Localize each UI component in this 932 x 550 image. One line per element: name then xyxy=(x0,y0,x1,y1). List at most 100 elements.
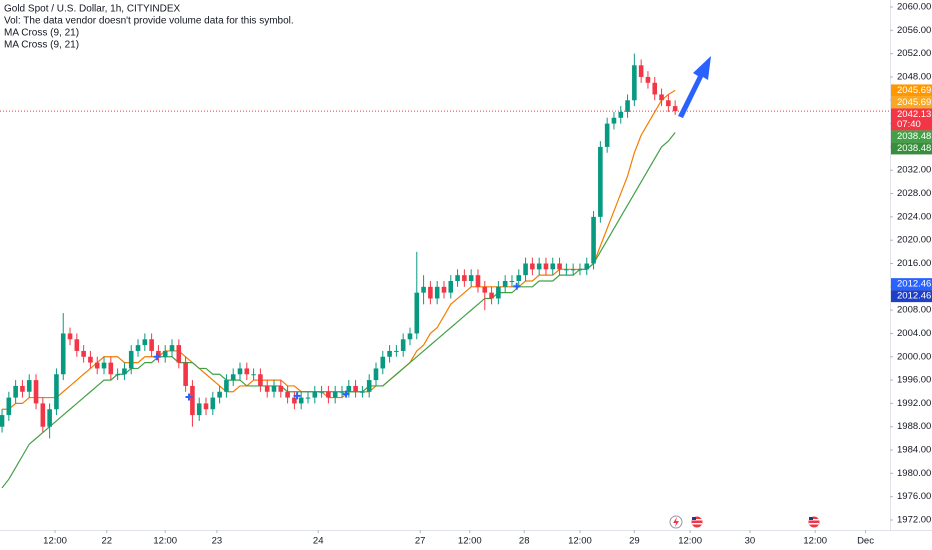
x-tick-label: 23 xyxy=(212,536,223,547)
y-tick-label: 2000.00 xyxy=(897,351,931,362)
candle-body xyxy=(407,333,413,340)
candle-body xyxy=(462,275,467,281)
candle-body xyxy=(428,286,433,299)
candle-body xyxy=(659,94,664,101)
candle-body xyxy=(570,269,576,271)
cross-marker xyxy=(153,353,161,361)
cross-marker xyxy=(185,393,193,401)
price-label: 2045.69 xyxy=(897,97,931,108)
candle-body xyxy=(292,397,297,404)
y-tick-label: 2052.00 xyxy=(897,48,931,59)
x-tick-label: 12:00 xyxy=(153,536,177,547)
cross-marker xyxy=(293,392,301,400)
candle-body xyxy=(108,362,114,375)
candle-body xyxy=(237,368,243,375)
candle-body xyxy=(326,391,331,398)
candle-body xyxy=(305,397,311,399)
y-tick-label: 1980.00 xyxy=(897,468,931,479)
candle-body xyxy=(672,106,678,112)
candle-body xyxy=(482,286,488,293)
candle-body xyxy=(360,391,365,393)
candle-body xyxy=(353,385,358,392)
candle-body xyxy=(550,263,556,270)
candle-body xyxy=(190,385,195,416)
price-label: 2012.46 xyxy=(897,291,931,302)
candle-body xyxy=(6,397,12,416)
flag-stripe xyxy=(809,519,819,521)
flag-canton xyxy=(692,517,696,520)
candle-body xyxy=(251,374,256,376)
candle-body xyxy=(625,100,630,112)
candle-body xyxy=(557,263,562,270)
candle-body xyxy=(169,345,175,351)
candle-body xyxy=(523,263,528,276)
candle-body xyxy=(196,403,202,416)
y-tick-label: 2032.00 xyxy=(897,165,931,176)
candle-body xyxy=(618,111,624,118)
candle-body xyxy=(33,380,39,404)
y-tick-label: 2020.00 xyxy=(897,235,931,246)
candle-body xyxy=(88,356,93,363)
candle-body xyxy=(591,216,596,264)
candle-body xyxy=(536,263,542,270)
candle-body xyxy=(298,397,304,404)
candle-body xyxy=(434,286,440,299)
y-tick-label: 2028.00 xyxy=(897,188,931,199)
price-label-box xyxy=(891,130,932,143)
candle-body xyxy=(162,350,168,357)
candle-body xyxy=(387,350,392,357)
y-tick-label: 2048.00 xyxy=(897,71,931,82)
candle-body xyxy=(183,362,188,386)
flag-stripe xyxy=(692,519,702,521)
candle-body xyxy=(128,350,134,369)
candle-body xyxy=(244,368,250,375)
candle-body xyxy=(101,362,107,369)
candle-body xyxy=(652,82,658,95)
x-tick-label: 27 xyxy=(415,536,426,547)
candle-body xyxy=(203,403,209,410)
price-label-box xyxy=(891,142,932,155)
axes: 2060.002056.002052.002048.002044.002040.… xyxy=(43,2,932,547)
price-label: 2038.48 xyxy=(897,131,931,142)
price-label: 2042.13 xyxy=(897,109,931,120)
candle-body xyxy=(564,269,569,271)
candle-body xyxy=(394,350,399,352)
candle-body xyxy=(509,280,515,282)
candle-body xyxy=(0,415,5,427)
candle-body xyxy=(666,100,671,107)
y-tick-label: 1972.00 xyxy=(897,515,931,526)
candle-body xyxy=(645,76,651,83)
candle-body xyxy=(258,374,263,386)
price-label: 2045.69 xyxy=(897,85,931,96)
flag-stripe xyxy=(809,523,819,525)
cross-marker xyxy=(513,282,521,290)
candle-body xyxy=(40,403,46,427)
candle-body xyxy=(604,123,610,147)
x-tick-label: 12:00 xyxy=(568,536,592,547)
candle-body xyxy=(156,350,161,357)
candle-body xyxy=(455,275,460,281)
candle-body xyxy=(230,374,236,381)
candle-body xyxy=(142,339,148,346)
candle-body xyxy=(598,146,603,217)
y-tick-label: 1976.00 xyxy=(897,491,931,502)
ma-line xyxy=(1,132,676,489)
candle-body xyxy=(122,368,127,375)
candle-body xyxy=(441,286,447,293)
candle-body xyxy=(414,292,420,334)
candle-body xyxy=(278,385,284,392)
candle-body xyxy=(543,263,549,270)
x-tick-label: 29 xyxy=(629,536,640,547)
candle-body xyxy=(632,65,637,101)
price-label-box xyxy=(891,84,932,97)
candle-body xyxy=(115,374,120,376)
price-label: 2038.48 xyxy=(897,143,931,154)
candle-body xyxy=(60,333,66,375)
flag-stripe xyxy=(692,523,702,525)
candle-body xyxy=(516,275,522,281)
flag-canton xyxy=(809,517,813,520)
y-tick-label: 1988.00 xyxy=(897,421,931,432)
x-tick-label: 12:00 xyxy=(678,536,702,547)
x-tick-label: 12:00 xyxy=(43,536,67,547)
